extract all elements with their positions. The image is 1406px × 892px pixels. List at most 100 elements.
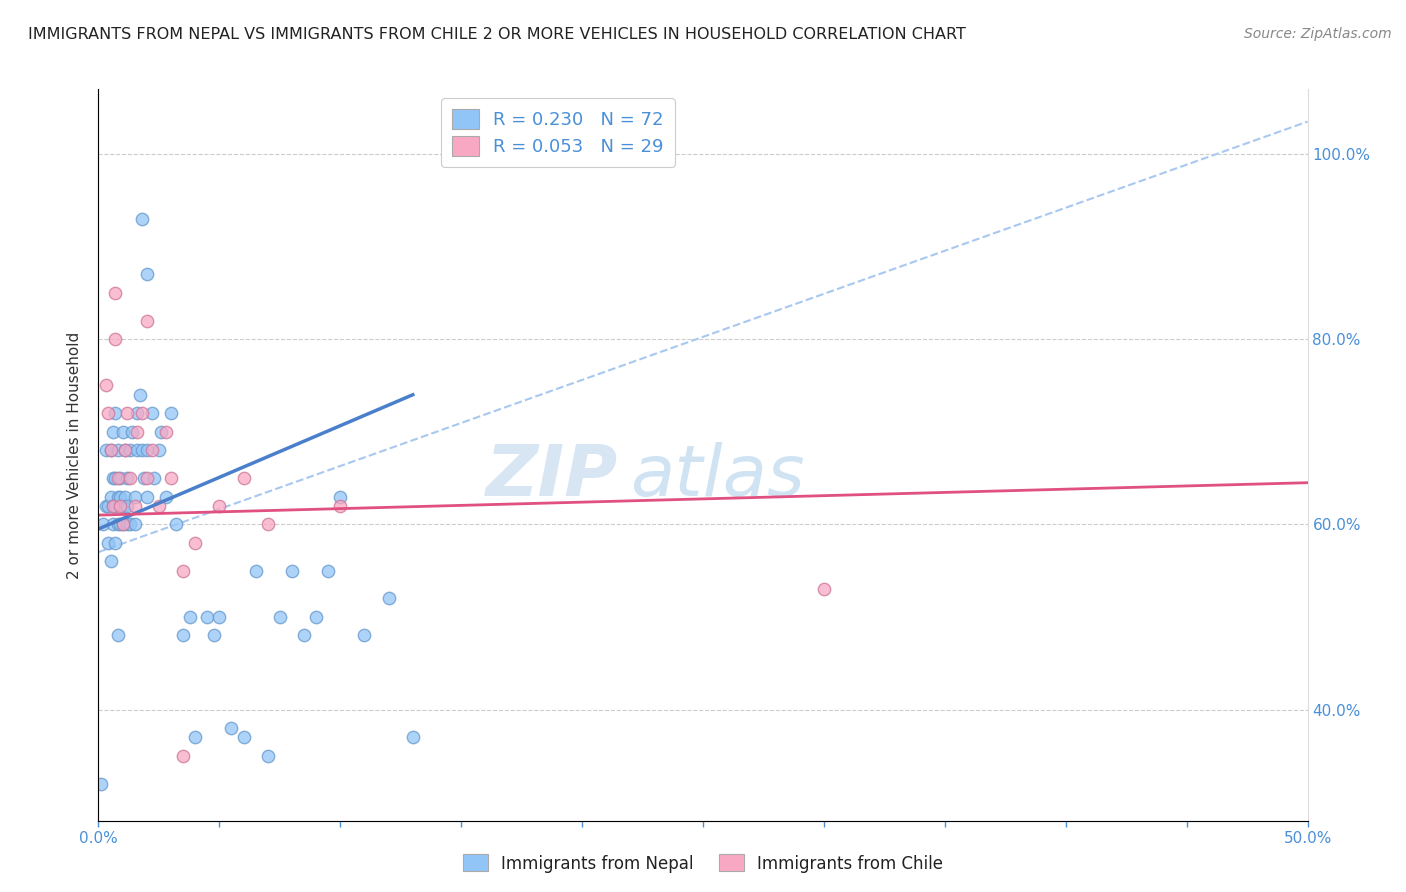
Point (135, 268, 157, 282)
Point (135, 313, 157, 327)
Point (101, 517, 124, 532)
Point (316, 564, 339, 578)
Point (104, 499, 127, 513)
Point (117, 517, 139, 532)
Point (165, 517, 187, 532)
Point (117, 499, 139, 513)
Point (107, 517, 129, 532)
Legend: R = 0.230   N = 72, R = 0.053   N = 29: R = 0.230 N = 72, R = 0.053 N = 29 (441, 98, 675, 167)
Point (104, 285, 127, 300)
Point (305, 610, 328, 624)
Point (179, 610, 201, 624)
Point (100, 490, 122, 504)
Point (108, 471, 131, 485)
Point (100, 554, 122, 568)
Point (232, 731, 254, 745)
Point (97, 499, 120, 513)
Point (121, 425, 143, 439)
Point (402, 731, 425, 745)
Point (329, 499, 352, 513)
Legend: Immigrants from Nepal, Immigrants from Chile: Immigrants from Nepal, Immigrants from C… (457, 847, 949, 880)
Point (101, 471, 124, 485)
Point (148, 499, 170, 513)
Text: IMMIGRANTS FROM NEPAL VS IMMIGRANTS FROM CHILE 2 OR MORE VEHICLES IN HOUSEHOLD C: IMMIGRANTS FROM NEPAL VS IMMIGRANTS FROM… (28, 27, 966, 42)
Point (329, 490, 352, 504)
Point (131, 211, 153, 226)
Point (114, 490, 136, 504)
Point (118, 517, 141, 532)
Point (107, 628, 129, 642)
Point (107, 471, 129, 485)
Point (172, 564, 194, 578)
Point (117, 471, 139, 485)
Point (131, 406, 153, 420)
Text: atlas: atlas (630, 442, 806, 511)
Point (101, 499, 124, 513)
Point (111, 499, 134, 513)
Point (245, 564, 267, 578)
Point (118, 443, 141, 458)
Point (94, 378, 117, 392)
Point (100, 443, 122, 458)
Point (91, 517, 114, 532)
Point (195, 610, 218, 624)
Point (172, 748, 194, 763)
Point (97, 536, 120, 550)
Point (127, 425, 149, 439)
Point (111, 517, 134, 532)
Point (135, 471, 157, 485)
Point (104, 332, 127, 346)
Point (104, 406, 127, 420)
Point (155, 425, 177, 439)
Point (127, 443, 149, 458)
Point (100, 443, 122, 458)
Point (135, 443, 157, 458)
Point (108, 499, 131, 513)
Point (204, 628, 226, 642)
Point (281, 564, 304, 578)
Text: ZIP: ZIP (486, 442, 619, 511)
Point (160, 471, 183, 485)
Point (377, 591, 399, 606)
Point (292, 628, 315, 642)
Point (141, 406, 163, 420)
Point (128, 388, 150, 402)
Point (131, 443, 153, 458)
Point (94, 499, 117, 513)
Point (269, 610, 291, 624)
Point (124, 517, 146, 532)
Point (114, 443, 136, 458)
Point (104, 471, 127, 485)
Point (184, 731, 207, 745)
Point (124, 490, 146, 504)
Point (104, 536, 127, 550)
Point (97, 406, 120, 420)
Point (101, 499, 124, 513)
Point (143, 471, 166, 485)
Point (208, 610, 231, 624)
Point (127, 406, 149, 420)
Point (108, 490, 131, 504)
Point (256, 517, 278, 532)
Point (101, 425, 124, 439)
Point (114, 443, 136, 458)
Point (118, 471, 141, 485)
Point (256, 748, 278, 763)
Point (221, 721, 243, 735)
Point (134, 471, 156, 485)
Text: Source: ZipAtlas.com: Source: ZipAtlas.com (1244, 27, 1392, 41)
Y-axis label: 2 or more Vehicles in Household: 2 or more Vehicles in Household (67, 331, 83, 579)
Point (172, 628, 194, 642)
Point (90, 776, 112, 790)
Point (108, 517, 131, 532)
Point (135, 490, 157, 504)
Point (111, 517, 134, 532)
Point (150, 425, 173, 439)
Point (117, 406, 139, 420)
Point (184, 536, 207, 550)
Point (155, 490, 177, 504)
Point (124, 499, 146, 513)
Point (141, 443, 163, 458)
Point (353, 628, 375, 642)
Point (94, 443, 117, 458)
